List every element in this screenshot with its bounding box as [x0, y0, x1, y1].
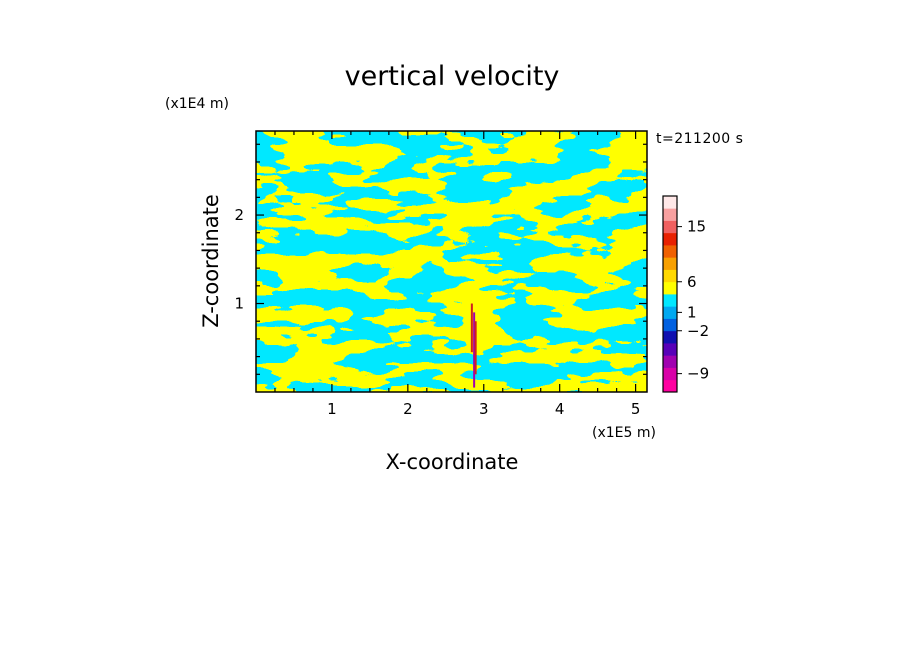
- x-tick-label: 3: [479, 400, 489, 418]
- updraft-streak: [474, 321, 477, 375]
- colorbar-segment: [663, 379, 677, 393]
- y-axis-unit: (x1E4 m): [165, 96, 229, 112]
- x-tick-label: 4: [555, 400, 565, 418]
- colorbar-label: 1: [687, 303, 697, 321]
- colorbar-segment: [663, 281, 677, 295]
- time-label: t=211200 s: [656, 131, 743, 147]
- colorbar-segment: [663, 208, 677, 221]
- colorbar-segment: [663, 294, 677, 307]
- y-tick-label: 2: [234, 206, 244, 224]
- colorbar-label: −9: [687, 365, 709, 383]
- x-tick-label: 1: [327, 400, 337, 418]
- colorbar-segment: [663, 343, 677, 356]
- colorbar-segment: [663, 257, 677, 270]
- x-axis-ticks: 1 2 3 4 5: [274, 131, 641, 418]
- updraft-streak: [470, 303, 473, 353]
- y-axis-label: Z-coordinate: [199, 194, 223, 328]
- colorbar-segment: [663, 232, 677, 246]
- x-axis-label: X-coordinate: [386, 450, 519, 474]
- colorbar-segment: [663, 330, 677, 344]
- plot-frame: [255, 130, 648, 393]
- colorbar: [662, 195, 678, 393]
- colorbar-segment: [663, 269, 677, 283]
- colorbar-labels: 15 6 1−2 −9: [677, 218, 709, 383]
- field-background: [256, 131, 647, 392]
- velocity-field: [256, 131, 647, 392]
- colorbar-segment: [663, 318, 677, 332]
- colorbar-segment: [663, 306, 677, 319]
- updraft-streak: [473, 312, 476, 388]
- x-tick-label: 5: [631, 400, 641, 418]
- x-tick-label: 2: [403, 400, 413, 418]
- colorbar-segment: [663, 355, 677, 368]
- colorbar-segment: [663, 220, 677, 234]
- colorbar-label: 15: [687, 218, 706, 236]
- chart-title: vertical velocity: [345, 61, 560, 92]
- colorbar-label: 6: [687, 273, 697, 291]
- y-tick-label: 1: [234, 295, 244, 313]
- colorbar-segment: [663, 245, 677, 258]
- y-axis-ticks: 12: [234, 143, 647, 375]
- x-axis-unit: (x1E5 m): [592, 425, 656, 441]
- colorbar-segment: [663, 367, 677, 381]
- colorbar-frame: [662, 195, 678, 393]
- colorbar-segment: [663, 196, 677, 209]
- colorbar-label: −2: [687, 322, 709, 340]
